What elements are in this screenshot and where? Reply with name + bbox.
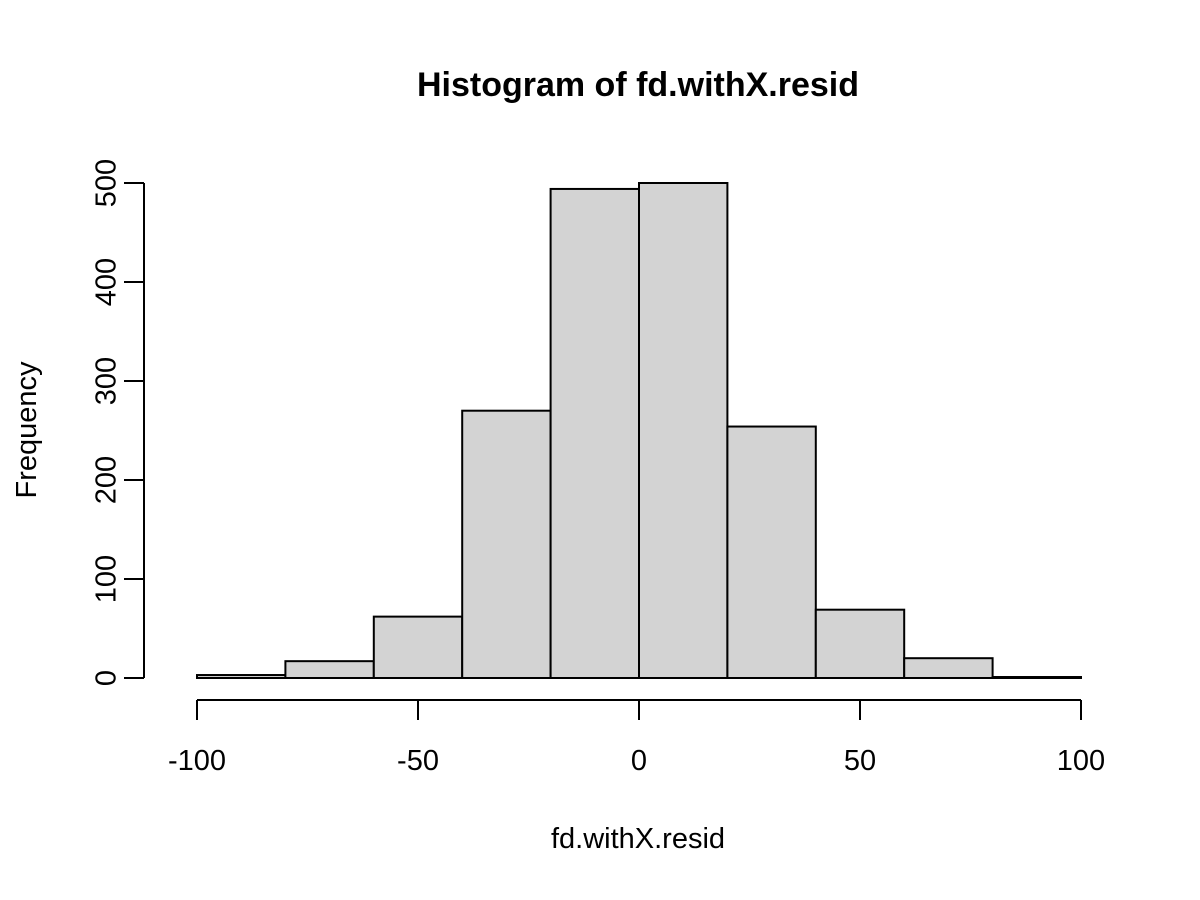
histogram-bar	[372, 615, 464, 679]
y-tick-label: 300	[91, 357, 123, 405]
chart-title: Histogram of fd.withX.resid	[417, 66, 859, 104]
x-tick-label: 50	[844, 745, 876, 777]
y-tick-label: 100	[91, 555, 123, 603]
x-tick-label: -100	[168, 745, 226, 777]
x-tick-label: 0	[631, 745, 647, 777]
x-axis: -100 -50 0 50 100	[168, 699, 1105, 777]
histogram-bar	[638, 182, 729, 679]
histogram-bar	[903, 657, 994, 680]
histogram-bar	[196, 674, 287, 680]
y-tick-label: 400	[91, 258, 123, 306]
y-tick-label: 0	[91, 670, 123, 686]
histogram-bar	[814, 608, 906, 679]
histogram-bar	[549, 187, 640, 679]
y-axis-label: Frequency	[11, 361, 43, 499]
y-axis: 0 100 200 300 400 500	[91, 159, 145, 686]
histogram-bar	[991, 676, 1082, 680]
y-tick-label: 500	[91, 159, 123, 207]
histogram-bars	[196, 182, 1082, 680]
histogram-bar	[284, 660, 375, 679]
histogram-bar	[461, 409, 552, 679]
x-tick-label: 100	[1057, 745, 1105, 777]
histogram-bar	[726, 425, 817, 680]
x-tick-label: -50	[397, 745, 439, 777]
x-axis-label: fd.withX.resid	[551, 823, 725, 855]
y-tick-label: 200	[91, 456, 123, 504]
